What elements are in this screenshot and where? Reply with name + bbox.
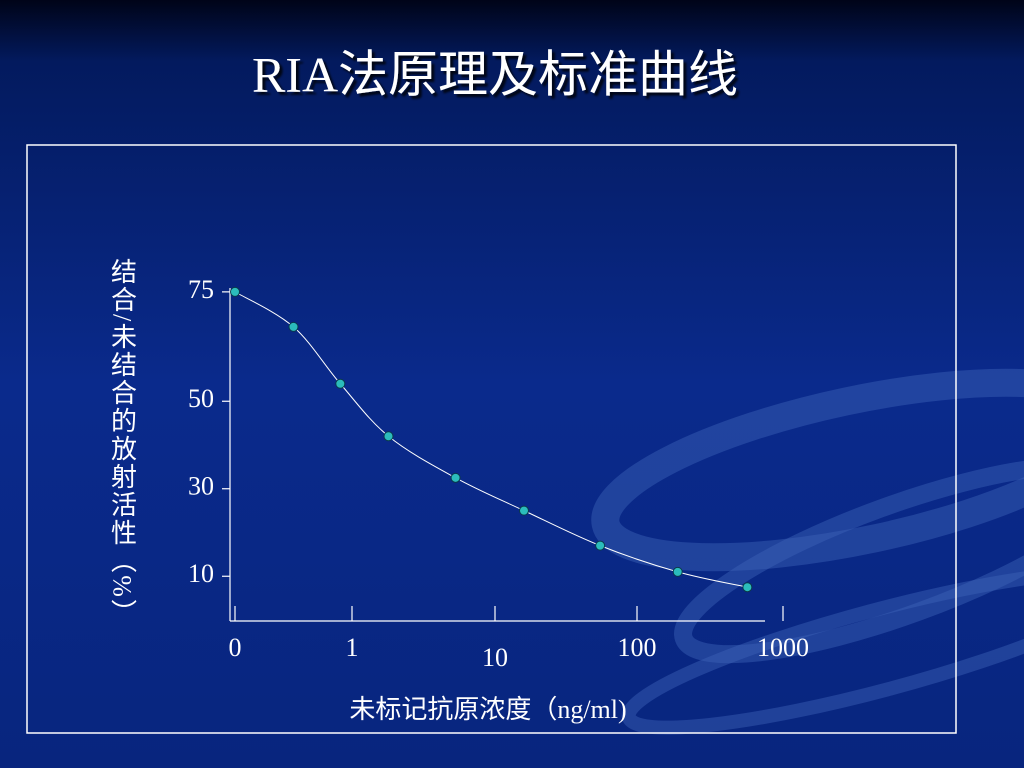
data-point (230, 286, 240, 297)
y-tick-label: 10 (188, 559, 214, 588)
x-axis-label: 未标记抗原浓度（ng/ml) (349, 695, 626, 724)
y-tick-label: 50 (188, 384, 214, 413)
slide-title: RIA法原理及标准曲线 (252, 46, 738, 102)
data-point (672, 566, 683, 577)
data-point (288, 321, 299, 332)
x-tick-label: 100 (618, 633, 657, 662)
data-point (450, 472, 461, 483)
data-point (335, 378, 346, 389)
y-axis-label: 结合/未结合的放射活性（%） (108, 258, 137, 627)
decoration (591, 368, 1024, 735)
chart-frame (26, 144, 957, 734)
x-tick-label: 1000 (757, 633, 809, 662)
data-point (742, 582, 753, 593)
y-tick-label: 75 (188, 275, 214, 304)
y-tick-label: 30 (188, 472, 214, 501)
x-tick-label: 1 (346, 633, 359, 662)
x-tick-label: 0 (229, 633, 242, 662)
data-point (595, 540, 606, 551)
data-point (383, 431, 394, 442)
data-point (518, 505, 529, 516)
x-tick-label: 10 (482, 643, 508, 672)
